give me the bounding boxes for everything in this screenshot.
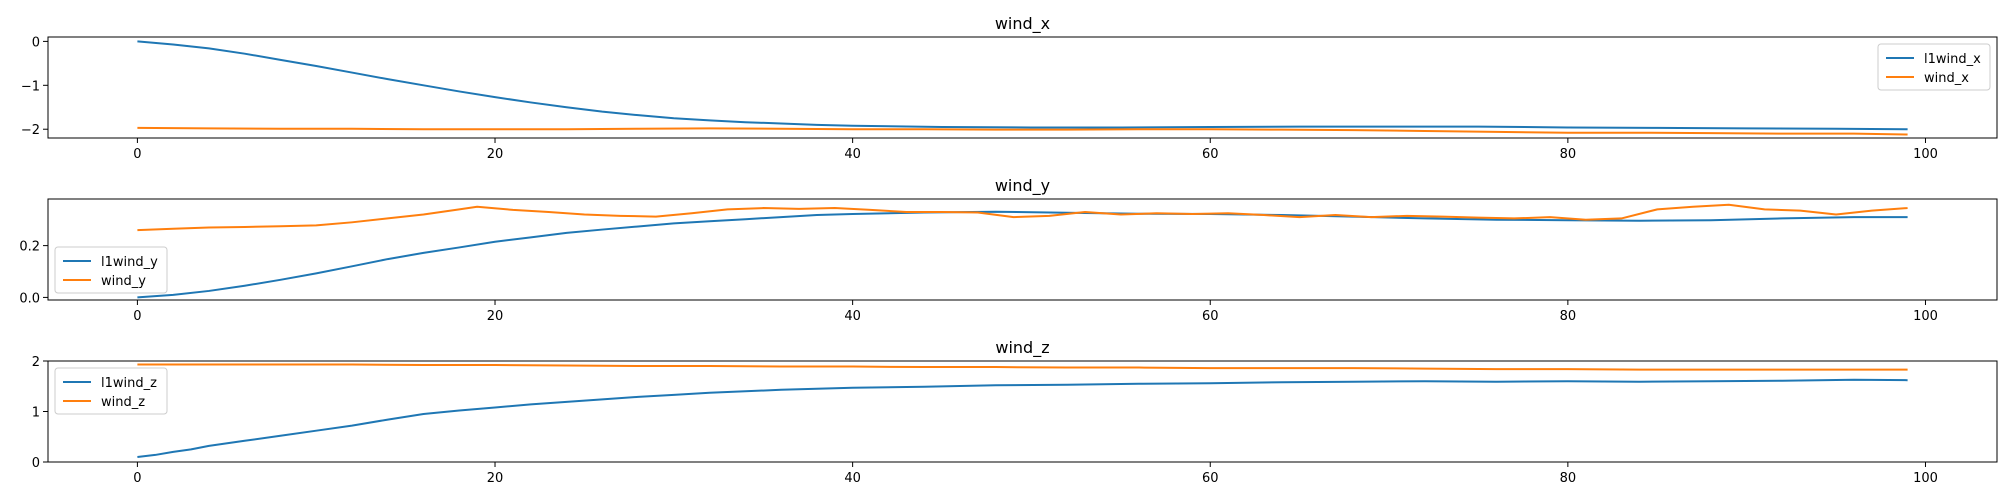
legend-label: l1wind_x [1924, 52, 1981, 67]
subplot-wind-z: wind_z 0 20 40 60 80 100 0 1 2 l1wind_z wind_z [32, 338, 1998, 486]
legend: l1wind_z wind_z [54, 367, 168, 415]
x-tick-label: 20 [487, 471, 504, 486]
subplot-wind-y: wind_y 0 20 40 60 80 100 0.0 0.2 l1wind_y wind_y [19, 176, 1998, 324]
chart-title: wind_y [995, 176, 1050, 196]
x-tick-label: 0 [133, 147, 141, 162]
series-line-wind-y [137, 203, 1908, 232]
y-tick-label: 0 [32, 35, 40, 50]
y-tick-label: 0.2 [19, 240, 40, 255]
x-tick-label: 80 [1560, 309, 1577, 324]
y-tick-label: −2 [21, 123, 40, 138]
axes-frame [47, 36, 1998, 139]
x-tick-label: 40 [844, 147, 861, 162]
y-tick-label: 0.0 [19, 291, 40, 306]
legend-box [54, 367, 168, 415]
x-tick-label: 0 [133, 471, 141, 486]
legend-box [54, 246, 168, 294]
y-tick-label: −1 [21, 79, 40, 94]
legend-box [1877, 43, 1991, 91]
x-tick-label: 100 [1913, 471, 1938, 486]
axes-frame [47, 360, 1998, 463]
legend: l1wind_y wind_y [54, 246, 168, 294]
x-tick-label: 20 [487, 309, 504, 324]
x-tick-label: 80 [1560, 147, 1577, 162]
subplot-wind-x: wind_x 0 20 40 60 80 100 0 −1 −2 l1wind_x wind_x [21, 14, 1998, 162]
legend-label: wind_z [101, 395, 145, 410]
x-tick-label: 100 [1913, 147, 1938, 162]
legend-label: l1wind_z [101, 376, 157, 391]
chart-title: wind_z [995, 338, 1049, 358]
legend: l1wind_x wind_x [1877, 43, 1991, 91]
legend-label: wind_x [1924, 71, 1969, 86]
series-line-l1wind-z [137, 378, 1908, 458]
x-tick-label: 100 [1913, 309, 1938, 324]
y-tick-label: 1 [32, 406, 40, 421]
legend-label: wind_y [101, 274, 146, 289]
x-tick-label: 0 [133, 309, 141, 324]
series-line-l1wind-x [137, 40, 1908, 131]
y-tick-label: 2 [32, 355, 40, 370]
x-tick-label: 60 [1202, 147, 1219, 162]
x-tick-label: 40 [844, 309, 861, 324]
x-tick-label: 60 [1202, 309, 1219, 324]
series-line-l1wind-y [137, 210, 1908, 299]
x-tick-label: 40 [844, 471, 861, 486]
legend-label: l1wind_y [101, 255, 158, 270]
y-tick-label: 0 [32, 456, 40, 471]
x-tick-label: 60 [1202, 471, 1219, 486]
chart-title: wind_x [995, 14, 1050, 34]
series-line-wind-z [137, 363, 1908, 371]
x-tick-label: 80 [1560, 471, 1577, 486]
series-line-wind-x [137, 126, 1908, 136]
axes-frame [47, 198, 1998, 301]
x-tick-label: 20 [487, 147, 504, 162]
